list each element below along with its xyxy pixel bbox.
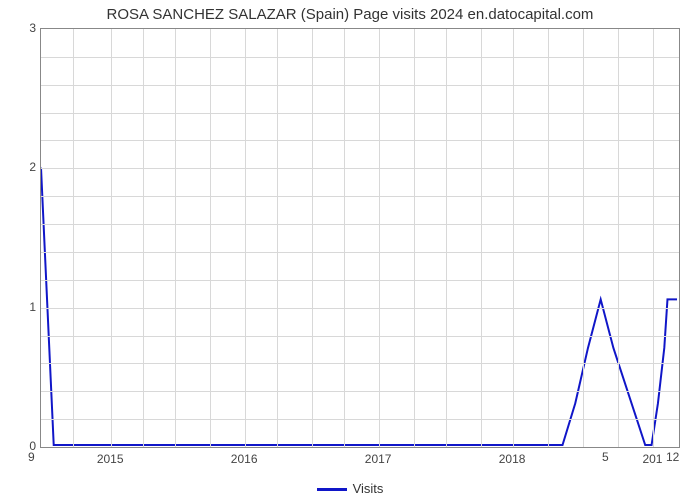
visits-line [41, 168, 677, 445]
legend-label: Visits [353, 481, 384, 496]
grid-line-v-minor [618, 29, 619, 447]
grid-line-v-minor [175, 29, 176, 447]
grid-line-v-minor [414, 29, 415, 447]
grid-line-v [111, 29, 112, 447]
grid-line-v [653, 29, 654, 447]
plot-area [40, 28, 680, 448]
corner-bottom-right-a: 5 [602, 450, 609, 464]
x-tick-label: 2018 [499, 452, 526, 466]
legend-swatch [317, 488, 347, 491]
grid-line-v-minor [548, 29, 549, 447]
y-tick-label: 1 [6, 300, 36, 314]
grid-line-v-minor [481, 29, 482, 447]
grid-line-v-minor [312, 29, 313, 447]
x-tick-label: 2015 [97, 452, 124, 466]
corner-bottom-right-b: 12 [666, 450, 679, 464]
grid-line-v-minor [73, 29, 74, 447]
grid-line-v-minor [277, 29, 278, 447]
grid-line-v-minor [446, 29, 447, 447]
corner-bottom-left: 9 [28, 450, 35, 464]
chart-container: ROSA SANCHEZ SALAZAR (Spain) Page visits… [0, 0, 700, 500]
grid-line-v-minor [210, 29, 211, 447]
grid-line-v [513, 29, 514, 447]
chart-title: ROSA SANCHEZ SALAZAR (Spain) Page visits… [0, 6, 700, 23]
y-tick-label: 2 [6, 160, 36, 174]
x-tick-label: 2017 [365, 452, 392, 466]
grid-line-v-minor [344, 29, 345, 447]
grid-line-v [245, 29, 246, 447]
grid-line-v [379, 29, 380, 447]
grid-line-v-minor [143, 29, 144, 447]
legend: Visits [0, 481, 700, 496]
grid-line-v-minor [583, 29, 584, 447]
x-tick-label: 201 [642, 452, 662, 466]
x-tick-label: 2016 [231, 452, 258, 466]
y-tick-label: 3 [6, 21, 36, 35]
